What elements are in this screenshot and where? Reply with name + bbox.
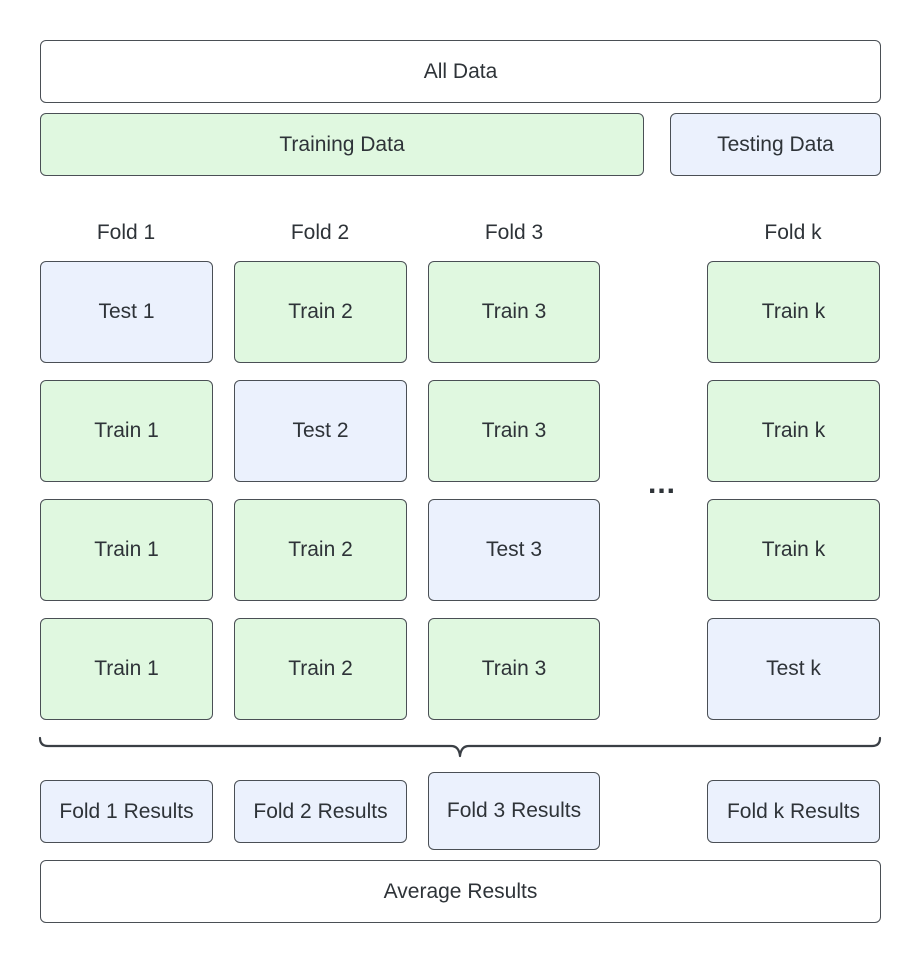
fold-cell-label: Test k xyxy=(766,657,821,680)
fold-cell-label: Train k xyxy=(761,300,826,323)
fold-cell-label: Test 2 xyxy=(292,419,349,442)
testing-data-box: Testing Data xyxy=(670,113,881,176)
fold-2-results-box: Fold 2 Results xyxy=(234,780,407,843)
fold-cell-label: Train 1 xyxy=(94,657,159,680)
fold-cell-label: Test 1 xyxy=(98,300,155,323)
fold-1-cell-3: Train 1 xyxy=(40,499,213,601)
fold-3-cell-3: Test 3 xyxy=(428,499,600,601)
fold-cell-label: Train k xyxy=(761,419,826,442)
fold-k-cell-3: Train k xyxy=(707,499,880,601)
fold-k-title: Fold k xyxy=(764,221,822,244)
fold-2-cell-2: Test 2 xyxy=(234,380,407,482)
fold-2-cell-3: Train 2 xyxy=(234,499,407,601)
fold-cell-label: Train 2 xyxy=(288,657,353,680)
fold-1-title: Fold 1 xyxy=(96,221,156,244)
fold-cell-label: Test 3 xyxy=(485,538,543,561)
all-data-label: All Data xyxy=(423,59,498,83)
fold-k-cell-1: Train k xyxy=(707,261,880,363)
fold-1-results-box: Fold 1 Results xyxy=(40,780,213,843)
fold-1-cell-2: Train 1 xyxy=(40,380,213,482)
fold-3-results-label: Fold 3 Results xyxy=(446,799,582,822)
fold-k-cell-2: Train k xyxy=(707,380,880,482)
training-data-box: Training Data xyxy=(40,113,644,176)
more-folds-ellipsis: ... xyxy=(648,467,677,500)
average-results-label: Average Results xyxy=(383,879,538,903)
fold-cell-label: Train k xyxy=(761,538,826,561)
testing-data-label: Testing Data xyxy=(717,132,834,156)
fold-cell-label: Train 2 xyxy=(288,300,353,323)
fold-2-results-label: Fold 2 Results xyxy=(253,799,388,823)
fold-cell-label: Train 1 xyxy=(94,538,159,561)
fold-3-cell-2: Train 3 xyxy=(428,380,600,482)
fold-1-results-label: Fold 1 Results xyxy=(59,799,194,823)
training-data-label: Training Data xyxy=(279,132,405,156)
fold-1-cell-4: Train 1 xyxy=(40,618,213,720)
fold-k-results-label: Fold k Results xyxy=(726,799,861,823)
fold-3-title: Fold 3 xyxy=(484,221,544,244)
fold-cell-label: Train 2 xyxy=(288,538,353,561)
fold-2-cell-4: Train 2 xyxy=(234,618,407,720)
fold-cell-label: Train 3 xyxy=(481,419,547,442)
fold-1-cell-1: Test 1 xyxy=(40,261,213,363)
fold-2-title: Fold 2 xyxy=(290,221,350,244)
fold-cell-label: Train 3 xyxy=(481,657,547,680)
fold-2-cell-1: Train 2 xyxy=(234,261,407,363)
fold-3-cell-1: Train 3 xyxy=(428,261,600,363)
all-data-box: All Data xyxy=(40,40,881,103)
fold-k-cell-4: Test k xyxy=(707,618,880,720)
fold-3-results-box: Fold 3 Results xyxy=(428,772,600,850)
fold-cell-label: Train 1 xyxy=(94,419,159,442)
fold-k-results-box: Fold k Results xyxy=(707,780,880,843)
average-results-box: Average Results xyxy=(40,860,881,923)
fold-cell-label: Train 3 xyxy=(481,300,547,323)
fold-3-cell-4: Train 3 xyxy=(428,618,600,720)
